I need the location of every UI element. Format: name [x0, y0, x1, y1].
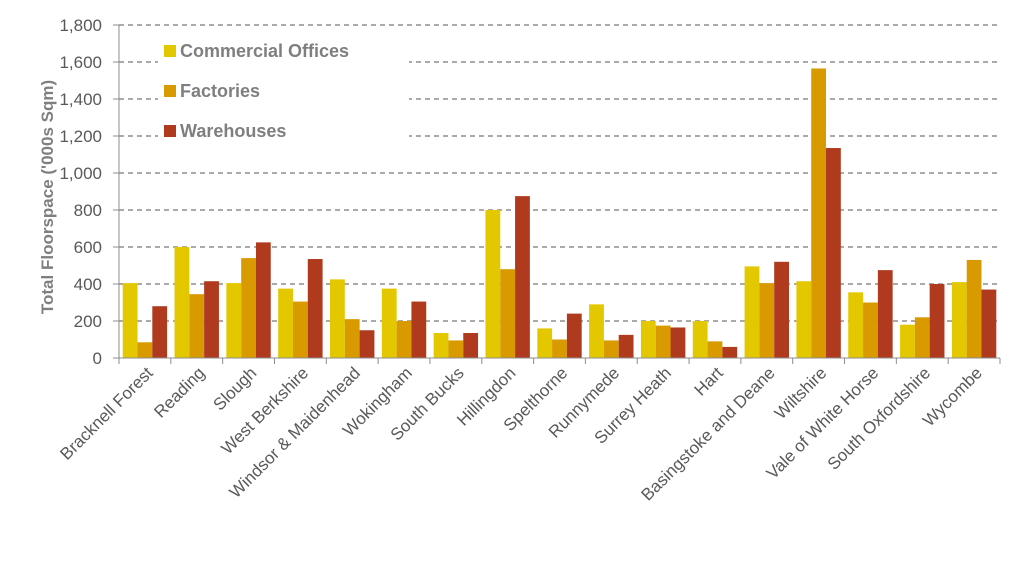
bar [951, 282, 967, 358]
bar [255, 242, 271, 358]
bar [722, 346, 738, 358]
bar [330, 279, 345, 358]
y-tick-label: 1,600 [59, 53, 102, 72]
bar [500, 269, 516, 358]
bar [744, 266, 760, 358]
bar [189, 294, 205, 358]
x-tick-label: Hart [691, 363, 727, 399]
bar [515, 196, 530, 358]
y-tick-label: 200 [74, 312, 102, 331]
bar [278, 288, 293, 358]
bar [241, 258, 256, 358]
bar [826, 148, 841, 358]
axes [113, 24, 1001, 364]
bars [122, 68, 997, 358]
bar [759, 283, 775, 358]
y-tick-label: 600 [74, 238, 102, 257]
y-tick-label: 800 [74, 201, 102, 220]
bar [204, 281, 219, 358]
bar [292, 301, 308, 358]
bar [877, 270, 893, 358]
bar [566, 313, 582, 358]
bar [344, 319, 360, 358]
bar [396, 321, 412, 358]
bar [485, 210, 501, 358]
bar [152, 306, 168, 358]
bar [981, 289, 997, 358]
bar [670, 327, 686, 358]
bar [137, 342, 153, 358]
bar [863, 302, 878, 358]
legend-background [158, 26, 409, 150]
bar [122, 283, 138, 358]
bar [707, 341, 723, 358]
legend: Commercial Offices Factories Warehouses [158, 26, 409, 150]
legend-label: Warehouses [180, 121, 286, 141]
bar [640, 321, 656, 358]
y-tick-label: 1,200 [59, 127, 102, 146]
y-axis-title: Total Floorspace ('000s Sqm) [38, 80, 57, 314]
bar [537, 328, 553, 358]
legend-swatch [164, 85, 176, 97]
y-tick-label: 400 [74, 275, 102, 294]
bar [307, 259, 323, 358]
bar [589, 304, 604, 358]
bar [411, 301, 427, 358]
bar [359, 330, 375, 358]
x-tick-label: Slough [210, 363, 261, 414]
bar [174, 247, 190, 358]
y-tick-labels: 0 200 400 600 800 1,000 1,200 1,400 1,600 1,800 [59, 16, 102, 368]
y-tick-label: 1,800 [59, 16, 102, 35]
bar [900, 324, 915, 358]
legend-swatch [164, 45, 176, 57]
y-tick-label: 1,000 [59, 164, 102, 183]
bar [463, 333, 479, 358]
bar [966, 259, 982, 358]
bar [811, 68, 827, 358]
legend-swatch [164, 125, 176, 137]
bar [929, 284, 945, 358]
bar [618, 334, 634, 358]
bar [692, 321, 708, 358]
x-tick-label: Bracknell Forest [56, 363, 156, 463]
bar [552, 339, 567, 358]
y-tick-label: 0 [93, 349, 102, 368]
bar [774, 261, 789, 358]
legend-label: Commercial Offices [180, 41, 349, 61]
bar [448, 340, 464, 358]
bar [914, 317, 930, 358]
legend-label: Factories [180, 81, 260, 101]
x-tick-label: Reading [150, 363, 208, 421]
y-tick-label: 1,400 [59, 90, 102, 109]
bar [796, 281, 812, 358]
bar [603, 340, 619, 358]
bar [848, 292, 864, 358]
bar [381, 288, 397, 358]
bar [655, 325, 671, 358]
bar [433, 333, 449, 358]
bar [226, 283, 242, 358]
